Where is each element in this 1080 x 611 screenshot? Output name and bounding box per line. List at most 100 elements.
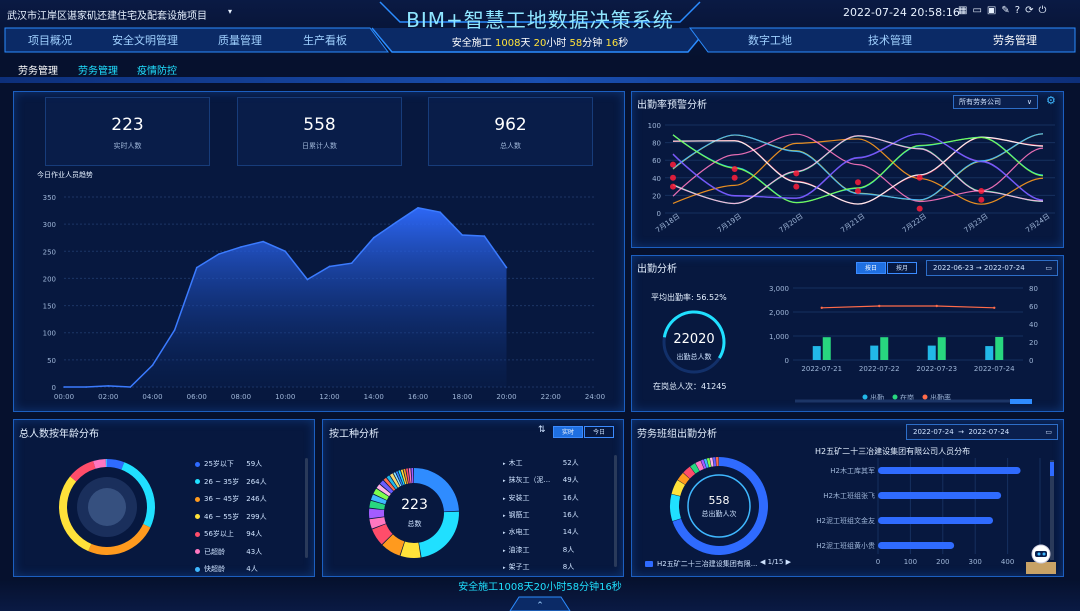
refresh-icon[interactable]: ⟳ <box>1025 5 1039 16</box>
x-tick-label: 14:00 <box>364 393 384 401</box>
bar-category-label: H2泥工班组黄小贵 <box>816 541 875 550</box>
screen-icon[interactable]: ▣ <box>986 5 1002 16</box>
donut-slice <box>370 494 387 505</box>
trade-center-label: 总数 <box>407 520 422 528</box>
donut-slice <box>369 500 386 510</box>
donut-slice <box>403 468 409 484</box>
age-legend-item[interactable]: 25岁以下 59人 <box>195 459 262 469</box>
nav-tech[interactable]: 技术管理 <box>868 34 912 47</box>
team-date-range[interactable]: 2022-07-24 → 2022-07-24 ▭ <box>906 424 1058 440</box>
trade-legend-item[interactable]: ▸ 木工 52人 <box>503 459 579 467</box>
trade-legend-item[interactable]: ▸ 水电工 14人 <box>503 528 579 537</box>
x-tick-label: 200 <box>936 558 949 566</box>
question-icon[interactable]: ? <box>1014 5 1026 16</box>
next-icon[interactable]: ▶ <box>785 558 791 566</box>
kpi-label: 实时人数 <box>113 142 142 150</box>
btn-by-day[interactable]: 按日 <box>856 262 886 274</box>
x-tick-label: 7月19日 <box>716 212 743 234</box>
nav-labor[interactable]: 劳务管理 <box>993 34 1037 47</box>
date-range[interactable]: 2022-06-23 → 2022-07-24 ▭ <box>926 260 1058 276</box>
alert-marker <box>731 174 738 181</box>
trade-legend-item[interactable]: ▸ 油漆工 8人 <box>503 545 575 554</box>
alert-marker <box>670 183 676 190</box>
nav-production[interactable]: 生产看板 <box>303 34 347 47</box>
age-legend-item[interactable]: 26 ~ 35岁 264人 <box>195 477 267 487</box>
age-legend-item[interactable]: 46 ~ 55岁 299人 <box>195 512 267 522</box>
legend-label: 出勤率 <box>930 393 951 402</box>
monitor-icon[interactable]: ▭ <box>972 5 987 16</box>
trend-point <box>129 386 132 388</box>
x-tick-label: 2022-07-24 <box>974 365 1015 373</box>
bar-attendance <box>812 346 821 360</box>
y-tick-label: 80 <box>652 140 661 148</box>
project-name[interactable]: 武汉市江岸区谌家矶还建住宅及配套设施项目 <box>7 11 207 22</box>
x-tick-label: 7月20日 <box>778 212 805 234</box>
y2-tick-label: 40 <box>1029 321 1038 329</box>
team-pager[interactable]: ◀ 1/15 ▶ <box>760 558 791 566</box>
y-tick-label: 0 <box>657 210 661 218</box>
company-select[interactable]: 所有劳务公司 ∨ <box>953 95 1038 109</box>
age-title: 总人数按年龄分布 <box>19 429 99 440</box>
trade-legend-item[interactable]: ▸ 安装工 16人 <box>503 493 579 502</box>
age-scrollbar[interactable] <box>305 458 308 558</box>
bar-onsite <box>995 336 1004 360</box>
prev-icon[interactable]: ◀ <box>760 558 766 566</box>
trade-legend-item[interactable]: ▸ 架子工 8人 <box>503 562 575 571</box>
nav-quality[interactable]: 质量管理 <box>218 34 262 47</box>
age-donut <box>59 459 155 555</box>
y-tick-label: 50 <box>47 357 56 365</box>
donut-slice <box>373 488 389 501</box>
trend-point <box>240 246 242 248</box>
team-scrollbar[interactable] <box>1050 460 1054 560</box>
donut-slice <box>419 511 459 558</box>
trend-point <box>328 265 331 268</box>
team-legend-item[interactable]: H2五矿二十三冶建设集团有限... <box>645 559 757 569</box>
footer-tab[interactable]: ⌃ <box>505 595 575 611</box>
sort-icon[interactable]: ⇅ <box>538 425 546 435</box>
tab-labor-1[interactable]: 劳务管理 <box>18 66 58 77</box>
age-legend-item[interactable]: 36 ~ 45岁 246人 <box>195 494 267 504</box>
age-legend-item[interactable]: 快超龄 4人 <box>195 564 258 574</box>
legend-label: 在岗 <box>900 393 914 402</box>
tab-labor-2[interactable]: 劳务管理 <box>78 66 118 77</box>
x-tick-label: 7月22日 <box>901 212 928 234</box>
nav-safety[interactable]: 安全文明管理 <box>112 34 178 47</box>
calendar-icon: ▭ <box>1045 428 1052 436</box>
donut-slice <box>695 460 704 471</box>
x-tick-label: 2022-07-22 <box>859 365 900 373</box>
trend-point <box>262 240 264 243</box>
tab-epidemic[interactable]: 疫情防控 <box>137 66 177 77</box>
header-frame <box>371 1 709 53</box>
y-tick-label: 250 <box>43 248 56 256</box>
age-legend-item[interactable]: 已超龄 43人 <box>195 547 262 557</box>
btn-by-month[interactable]: 按月 <box>887 262 917 274</box>
y-tick-label: 200 <box>43 275 56 283</box>
page-title: BIM+智慧工地数据决策系统 <box>406 8 674 32</box>
x-tick-label: 7月23日 <box>963 212 990 234</box>
trade-legend-item[interactable]: ▸ 抹灰工（泥... 49人 <box>503 476 579 485</box>
x-tick-label: 7月24日 <box>1024 212 1051 234</box>
chevron-down-icon[interactable]: ▾ <box>228 7 233 16</box>
btn-today[interactable]: 今日 <box>584 426 614 438</box>
donut-slice <box>400 469 407 485</box>
age-legend-item[interactable]: 56岁以上 94人 <box>195 529 262 539</box>
edit-icon[interactable]: ✎ <box>1001 5 1015 16</box>
alert-marker <box>978 188 985 194</box>
donut-slice <box>88 524 151 555</box>
x-tick-label: 7月21日 <box>839 212 866 234</box>
btn-realtime[interactable]: 实时 <box>553 426 583 438</box>
nav-project-overview[interactable]: 项目概况 <box>28 34 72 47</box>
alert-marker <box>855 179 861 186</box>
y-tick-label: 1,000 <box>769 333 789 341</box>
x-tick-label: 2022-07-23 <box>916 365 957 373</box>
power-icon[interactable]: ⏻ <box>1038 5 1052 16</box>
settings-icon[interactable]: ⚙ <box>1046 94 1056 107</box>
trade-legend-item[interactable]: ▸ 钢筋工 16人 <box>503 510 579 519</box>
attendance-total-label: 出勤总人数 <box>676 353 712 361</box>
team-scroll-thumb[interactable] <box>1050 462 1054 476</box>
grid-icon[interactable]: ▦ <box>958 5 973 16</box>
trade-scrollbar[interactable] <box>614 455 617 567</box>
donut-slice <box>715 457 719 467</box>
nav-digital-site[interactable]: 数字工地 <box>748 34 792 47</box>
donut-slice <box>382 534 405 556</box>
